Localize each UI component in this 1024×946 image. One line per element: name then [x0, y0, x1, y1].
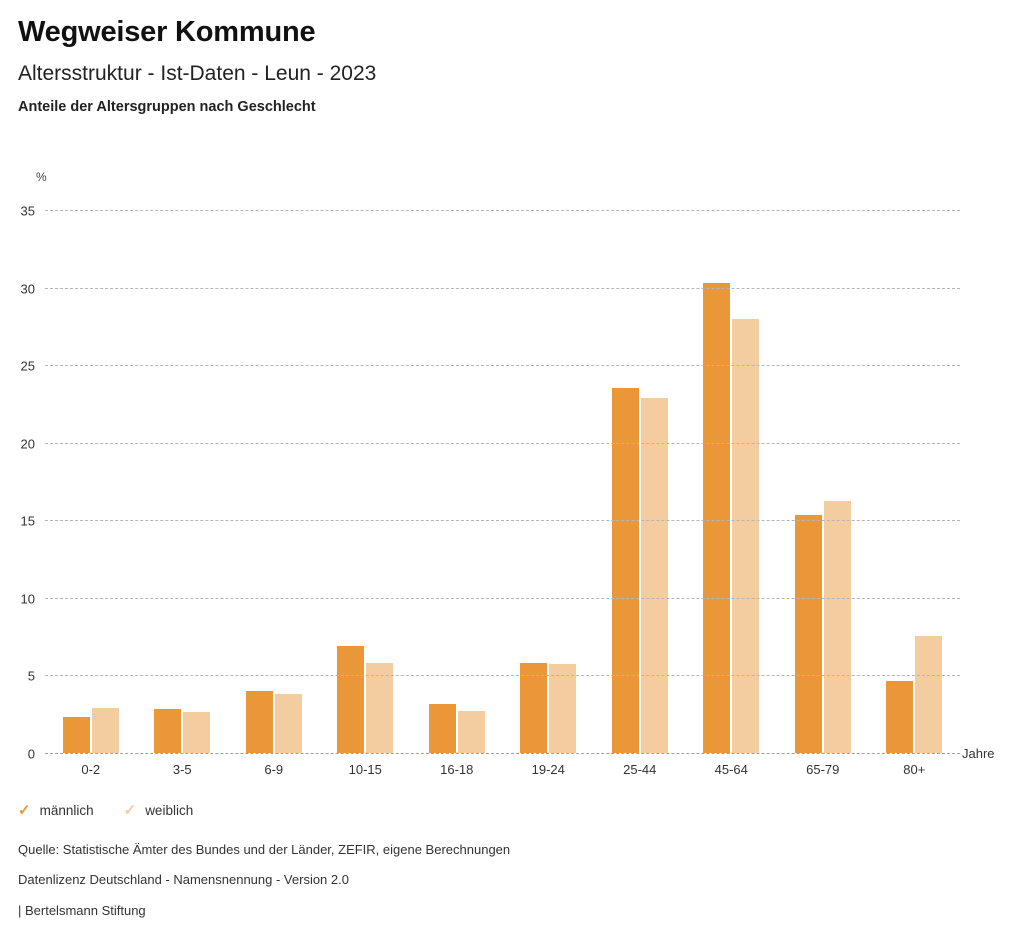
y-axis-tick-label: 30: [20, 281, 35, 296]
bar-group: [869, 210, 961, 753]
bar-male[interactable]: [794, 515, 822, 753]
y-axis-tick-label: 20: [20, 436, 35, 451]
bar-male[interactable]: [62, 716, 90, 753]
x-axis-labels: 0-2 3-5 6-9 10-15 16-18 19-24 25-44 45-64 65-79 8…: [45, 762, 960, 777]
bar-female[interactable]: [274, 693, 302, 753]
chart-description: Anteile der Altersgruppen nach Geschlech…: [18, 99, 316, 115]
bar-female[interactable]: [457, 710, 485, 753]
y-axis-tick-label: 0: [27, 746, 35, 761]
bar-male[interactable]: [337, 645, 365, 753]
bar-female[interactable]: [549, 664, 577, 753]
bar-group: [320, 210, 412, 753]
y-axis-tick-label: 35: [20, 203, 35, 219]
bar-female[interactable]: [91, 707, 119, 753]
bar-male[interactable]: [154, 709, 182, 753]
bar-group: [777, 210, 869, 753]
bar-female[interactable]: [915, 636, 943, 753]
footer-line: | Bertelsmann Stiftung: [18, 902, 146, 918]
bar-female[interactable]: [183, 712, 211, 753]
bar-group: [594, 210, 686, 753]
footer-line: Quelle: Statistische Ämter des Bundes un…: [18, 842, 511, 857]
y-axis-tick-label: 25: [20, 358, 35, 374]
chart-subtitle: Altersstruktur - Ist-Daten - Leun - 2023: [18, 62, 377, 85]
chart-legend: ✓ männlich ✓ weiblich: [18, 803, 193, 818]
x-axis-tick-label: 16-18: [440, 762, 474, 777]
chart-header: Wegweiser Kommune Altersstruktur - Ist-D…: [0, 0, 1024, 115]
chart-footer: Quelle: Statistische Ämter des Bundes un…: [18, 842, 918, 934]
bar-group: [411, 210, 503, 753]
x-axis-title: Jahre: [962, 746, 995, 761]
bar-male[interactable]: [428, 704, 456, 753]
legend-item-male[interactable]: ✓ männlich: [18, 803, 94, 818]
x-axis-tick-label: 65-79: [806, 762, 840, 777]
check-icon: ✓: [18, 802, 31, 819]
footer-line: Datenlizenz Deutschland - Namensnennung …: [18, 872, 349, 888]
gridline: 20: [21, 436, 960, 451]
gridline: 25: [21, 359, 960, 374]
gridline: 35: [21, 204, 960, 219]
chart-area: % 0 5 10 15 20 25 30 35 0-2 3-5 6-9 10-15 16-18 19-2…: [0, 150, 1024, 800]
bar-group: [686, 210, 778, 753]
check-icon: ✓: [123, 802, 137, 819]
y-axis-tick-label: 5: [27, 668, 35, 684]
legend-label: weiblich: [145, 803, 194, 818]
x-axis-tick-label: 3-5: [172, 762, 192, 777]
gridline: 5: [28, 669, 960, 684]
bar-male[interactable]: [886, 681, 914, 753]
bar-female[interactable]: [640, 397, 668, 753]
bar-series-container: [45, 210, 960, 753]
x-axis-baseline: 0: [28, 746, 960, 761]
bar-female[interactable]: [823, 501, 851, 753]
x-axis-tick-label: 25-44: [623, 762, 657, 777]
page-title: Wegweiser Kommune: [18, 16, 316, 48]
y-axis-tick-label: 15: [20, 513, 35, 529]
bar-male[interactable]: [611, 388, 639, 753]
bar-male[interactable]: [520, 662, 548, 753]
x-axis-tick-label: 19-24: [531, 762, 565, 777]
bar-male[interactable]: [245, 690, 273, 753]
bar-group: [228, 210, 320, 753]
bar-male[interactable]: [703, 282, 731, 753]
gridline: 10: [21, 591, 960, 606]
bar-group: [503, 210, 595, 753]
legend-item-female[interactable]: ✓ weiblich: [124, 803, 194, 818]
gridline: 30: [21, 281, 960, 296]
y-axis-unit: %: [36, 170, 47, 184]
plot-area: 0 5 10 15 20 25 30 35: [21, 204, 960, 761]
x-axis-tick-label: 80+: [903, 762, 926, 777]
bar-female[interactable]: [366, 662, 394, 753]
x-axis-tick-label: 45-64: [714, 762, 748, 777]
bar-group: [45, 210, 137, 753]
bar-group: [137, 210, 229, 753]
gridline: 15: [21, 514, 960, 529]
x-axis-tick-label: 0-2: [81, 762, 101, 777]
x-axis-tick-label: 10-15: [348, 762, 382, 777]
legend-label: männlich: [39, 803, 94, 818]
y-axis-tick-label: 10: [20, 591, 35, 606]
bar-female[interactable]: [732, 318, 760, 753]
x-axis-tick-label: 6-9: [264, 762, 284, 777]
